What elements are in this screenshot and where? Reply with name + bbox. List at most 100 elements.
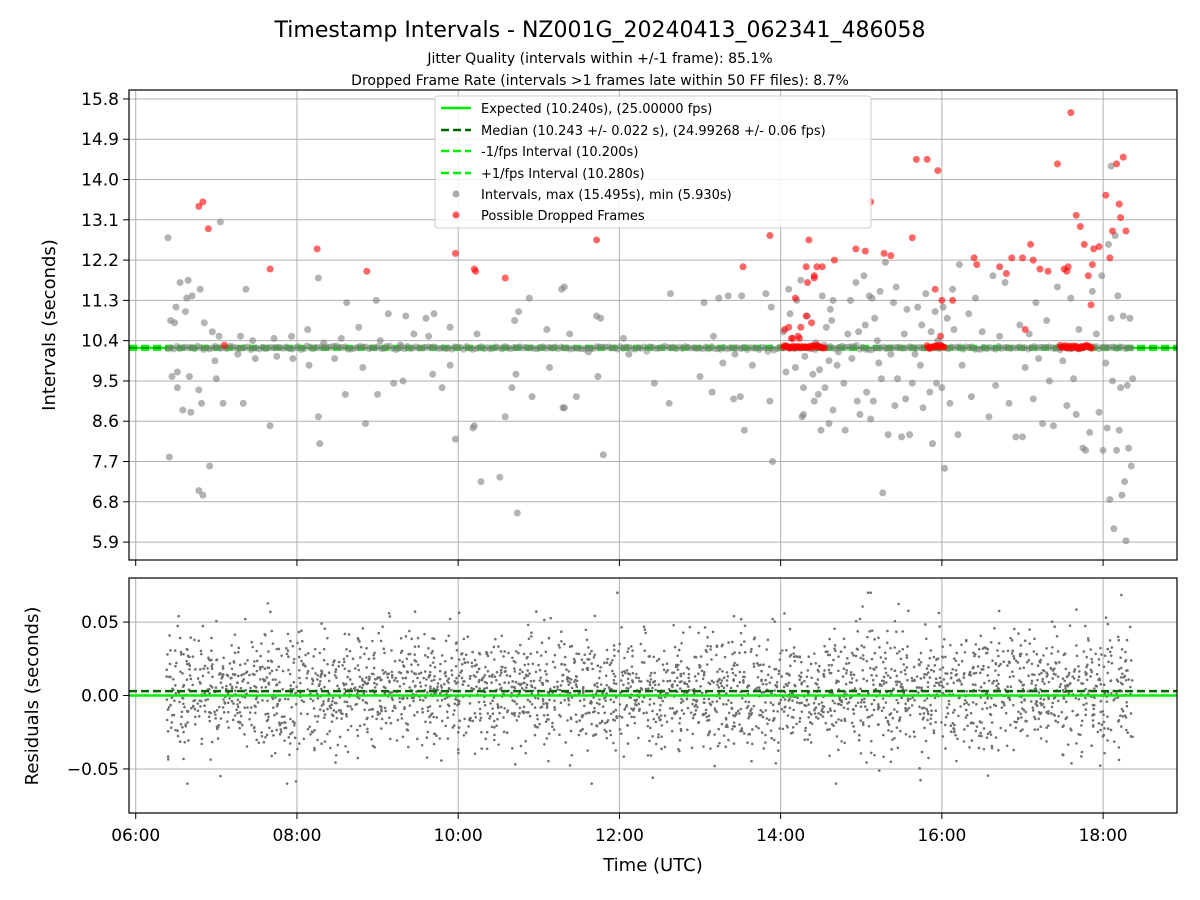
residual-point (460, 662, 464, 666)
residual-point (181, 726, 184, 729)
residual-point (625, 669, 629, 672)
residual-point (368, 675, 371, 679)
residual-point (603, 728, 607, 732)
dropped-frame-point (1088, 261, 1096, 269)
residual-point (1041, 680, 1044, 683)
residual-point (1085, 655, 1088, 659)
interval-point (762, 290, 770, 298)
interval-point (844, 330, 852, 338)
dropped-frame-point (1115, 200, 1123, 208)
residual-point (849, 670, 853, 674)
residual-point (225, 687, 228, 691)
residual-point (629, 645, 633, 648)
residual-point (655, 713, 659, 716)
residual-point (189, 636, 193, 639)
residual-point (544, 669, 547, 673)
interval-point (877, 375, 885, 383)
residual-point (599, 683, 603, 686)
residual-point (318, 708, 322, 711)
residual-point (541, 698, 545, 701)
residual-point (294, 780, 298, 783)
residual-point (457, 611, 461, 615)
residual-point (211, 675, 214, 679)
residual-point (674, 665, 678, 668)
residual-point (418, 698, 422, 702)
residual-point (1077, 675, 1081, 679)
residual-point (920, 686, 923, 689)
residual-point (612, 672, 615, 676)
residual-point (456, 748, 460, 751)
residual-point (873, 651, 877, 655)
residual-point (1057, 714, 1060, 718)
residual-point (1019, 729, 1022, 733)
residual-point (306, 652, 310, 655)
residual-point (270, 754, 274, 758)
residual-point (484, 665, 487, 669)
residual-point (1056, 675, 1060, 678)
residual-point (893, 619, 897, 623)
residual-point (456, 703, 459, 707)
residual-point (942, 678, 946, 681)
interval-point (237, 332, 245, 340)
residual-point (166, 758, 170, 761)
residual-point (244, 671, 248, 675)
residual-point (675, 709, 679, 713)
residual-point (454, 664, 458, 668)
interval-point (1119, 312, 1127, 320)
residual-point (278, 680, 281, 684)
residual-point (474, 715, 478, 719)
residual-point (943, 637, 946, 641)
residual-point (467, 725, 470, 728)
residual-point (597, 711, 600, 715)
residual-point (679, 701, 683, 704)
residual-point (665, 662, 669, 666)
residual-point (866, 716, 870, 719)
interval-point (1045, 377, 1053, 385)
residual-point (381, 625, 384, 628)
residual-point (1000, 706, 1004, 709)
residual-point (1019, 680, 1023, 684)
residual-point (521, 710, 524, 714)
residual-point (575, 685, 579, 689)
residual-point (1130, 679, 1134, 682)
residual-point (742, 678, 745, 682)
residual-point (416, 737, 419, 741)
interval-point (1098, 272, 1106, 280)
residual-point (432, 742, 436, 746)
residual-point (1110, 646, 1114, 649)
residual-point (413, 610, 417, 613)
residual-point (1025, 653, 1028, 656)
residual-point (354, 703, 357, 706)
residual-point (925, 667, 929, 670)
residual-point (1041, 677, 1044, 681)
residual-point (275, 668, 278, 672)
residual-point (828, 754, 831, 758)
residual-point (349, 724, 353, 728)
residual-point (390, 649, 393, 652)
residual-point (618, 714, 621, 718)
residual-point (428, 670, 432, 674)
residual-point (815, 682, 819, 686)
residual-point (249, 706, 253, 709)
residual-point (491, 707, 494, 710)
residual-point (993, 626, 996, 630)
residual-point (865, 679, 869, 683)
residual-point (970, 739, 974, 742)
residual-point (1018, 654, 1022, 658)
dropped-frame-point (313, 245, 321, 253)
residual-point (946, 682, 949, 686)
residual-point (959, 705, 962, 708)
residual-point (250, 640, 253, 644)
residual-point (230, 699, 234, 703)
residual-point (795, 701, 799, 704)
residual-point (932, 729, 936, 732)
residual-point (413, 659, 416, 662)
residual-point (919, 778, 922, 782)
residual-point (1119, 714, 1122, 717)
residual-point (990, 696, 993, 700)
residual-point (971, 665, 975, 669)
residual-point (840, 719, 843, 722)
intervals-y-tick-label: 14.9 (81, 130, 119, 150)
residual-point (654, 688, 657, 692)
residual-point (706, 733, 710, 737)
